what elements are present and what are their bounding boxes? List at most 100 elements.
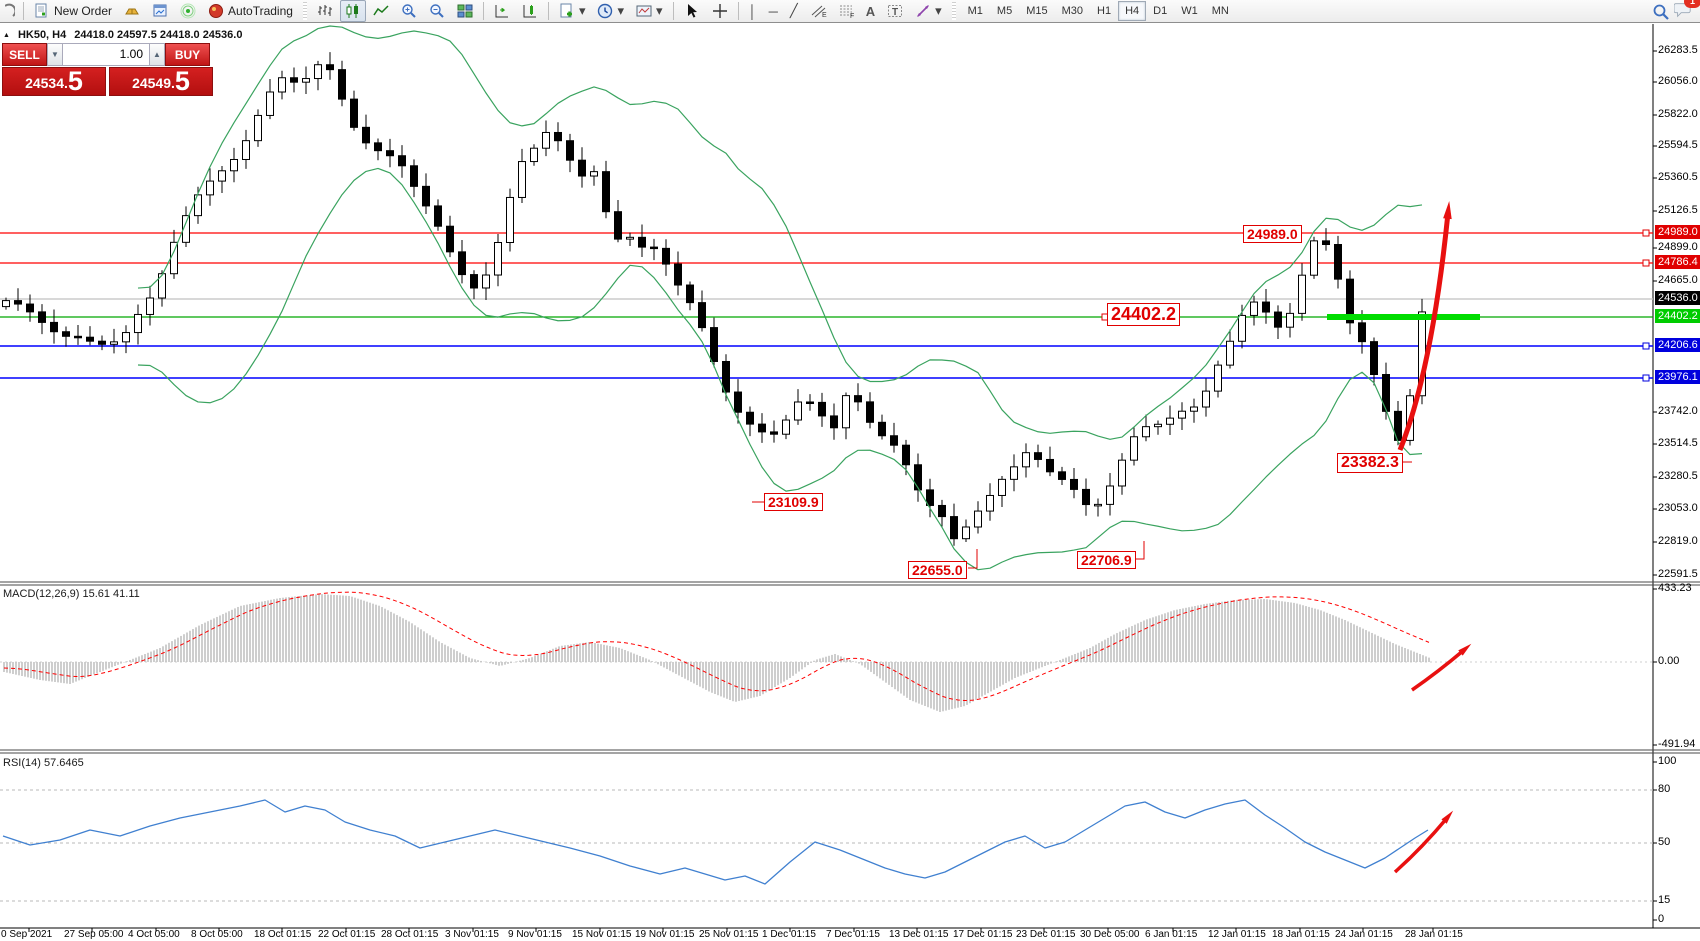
time-axis-label: 27 Sep 05:00 [64,929,124,940]
time-axis-label: 0 Sep 2021 [1,929,53,940]
horizontal-line-button[interactable]: ─ [764,0,783,22]
symbol-header: ▲ HK50, H4 24418.0 24597.5 24418.0 24536… [3,29,242,41]
price-axis-tick: 22819.0 [1658,535,1698,547]
time-axis-label: 8 Oct 05:00 [191,929,243,940]
zoom-out-icon [429,3,445,19]
buy-price-big: 5 [174,66,190,96]
timeframe-mn[interactable]: MN [1211,5,1229,17]
macd-axis-tick: 433.23 [1658,582,1692,594]
buy-price[interactable]: 24549 . 5 [109,67,213,96]
arrows-tool-button[interactable]: ▾ [910,0,947,22]
signal-button[interactable] [175,0,201,22]
time-axis-label: 1 Dec 01:15 [762,929,816,940]
object-handle[interactable] [1642,374,1650,382]
candle-chart-button[interactable] [339,0,366,22]
time-axis-label: 6 Jan 01:15 [1145,929,1198,940]
periods-button[interactable]: ▾ [592,0,629,22]
cursor-icon [684,3,700,19]
text-button[interactable]: A [861,0,880,22]
fibonacci-icon: F [838,3,854,20]
volume-down-button[interactable]: ▼ [47,43,63,66]
clipped-icon [2,3,18,19]
fibonacci-button[interactable]: F [833,0,859,22]
sell-price[interactable]: 24534 . 5 [2,67,106,96]
object-handle[interactable] [1642,259,1650,267]
time-axis-label: 18 Jan 01:15 [1272,929,1330,940]
time-axis-label: 18 Oct 01:15 [254,929,312,940]
timeframe-h1[interactable]: H1 [1097,5,1112,17]
new-chart-button[interactable]: ▾ [554,0,591,22]
crosshair-button[interactable] [707,0,733,22]
timeframe-w1[interactable]: W1 [1181,5,1198,17]
timeframe-m1[interactable]: M1 [967,5,983,17]
time-axis-label: 12 Jan 01:15 [1208,929,1266,940]
buy-button[interactable]: BUY [165,43,210,66]
time-axis-label: 15 Nov 01:15 [572,929,632,940]
price-annotation[interactable]: 23109.9 [764,493,823,512]
dropdown-caret: ▾ [656,3,663,18]
tile-windows-button[interactable] [452,0,478,22]
timeframe-m5[interactable]: M5 [996,5,1013,17]
price-annotation[interactable]: 22706.9 [1077,551,1136,570]
timeframe-m15[interactable]: M15 [1026,5,1048,17]
trendline-button[interactable]: ╱ [785,0,803,22]
auto-scroll-button[interactable] [517,0,543,22]
decimal-sep: . [64,75,68,91]
macd-label: MACD(12,26,9) 15.61 41.11 [3,588,140,600]
autotrading-button[interactable]: AutoTrading [203,0,298,22]
cursor-button[interactable] [679,0,705,22]
price-annotation[interactable]: 22655.0 [908,561,967,580]
volume-input[interactable]: 1.00 [63,43,149,66]
timeframe-m30[interactable]: M30 [1061,5,1084,17]
timeframe-h4[interactable]: H4 [1118,1,1147,21]
vertical-line-button[interactable]: │ [744,0,762,22]
toolbar: New Order AutoTrading ▾ ▾ ▾ │ ─ ╱ E F A … [0,0,1700,23]
decimal-sep: . [171,75,175,91]
price-annotation[interactable]: 24402.2 [1107,303,1181,326]
price-annotation[interactable]: 23382.3 [1337,453,1403,474]
volume-up-button[interactable]: ▲ [149,43,165,66]
candlestick-chart-icon [345,3,361,19]
price-axis-tick: 26056.0 [1658,75,1698,87]
chart-shift-button[interactable] [489,0,515,22]
price-annotation[interactable]: 24989.0 [1243,225,1302,244]
timeframe-d1[interactable]: D1 [1153,5,1168,17]
gold-symbols-button[interactable] [119,0,145,22]
bar-chart-icon [317,3,333,19]
channel-button[interactable]: E [805,0,831,22]
line-chart-button[interactable] [368,0,394,22]
crosshair-icon [712,3,728,19]
rsi-axis-tick: 100 [1658,755,1677,767]
price-level-badge: 24786.4 [1655,255,1700,269]
bar-chart-button[interactable] [312,0,338,22]
price-axis-tick: 23742.0 [1658,405,1698,417]
separator [23,2,24,20]
object-handle[interactable] [1642,342,1650,350]
text-label-button[interactable]: T [882,0,908,22]
sell-button[interactable]: SELL [2,43,47,66]
one-click-trading-panel: SELL ▼ 1.00 ▲ BUY 24534 . 5 24549 . 5 [2,43,214,96]
price-level-badge: 24206.6 [1655,338,1700,352]
new-order-button[interactable]: New Order [29,0,117,22]
time-axis-label: 4 Oct 05:00 [128,929,180,940]
new-chart-icon [559,3,575,19]
macd-axis-tick: 0.00 [1658,655,1680,667]
object-handle[interactable] [1642,229,1650,237]
price-axis-tick: 25822.0 [1658,108,1698,120]
grip [302,2,307,20]
time-axis-label: 30 Dec 05:00 [1080,929,1140,940]
zoom-in-button[interactable] [396,0,422,22]
market-watch-button[interactable] [147,0,173,22]
price-axis-tick: 25594.5 [1658,139,1698,151]
notifications-button[interactable]: 1 [1673,0,1700,22]
signal-icon [180,3,196,19]
rsi-label: RSI(14) 57.6465 [3,757,84,769]
search-icon[interactable] [1652,3,1669,20]
zoom-out-button[interactable] [424,0,450,22]
templates-button[interactable]: ▾ [631,0,668,22]
text-icon: A [865,3,876,19]
time-axis-label: 19 Nov 01:15 [635,929,695,940]
sell-price-big: 5 [67,66,83,96]
